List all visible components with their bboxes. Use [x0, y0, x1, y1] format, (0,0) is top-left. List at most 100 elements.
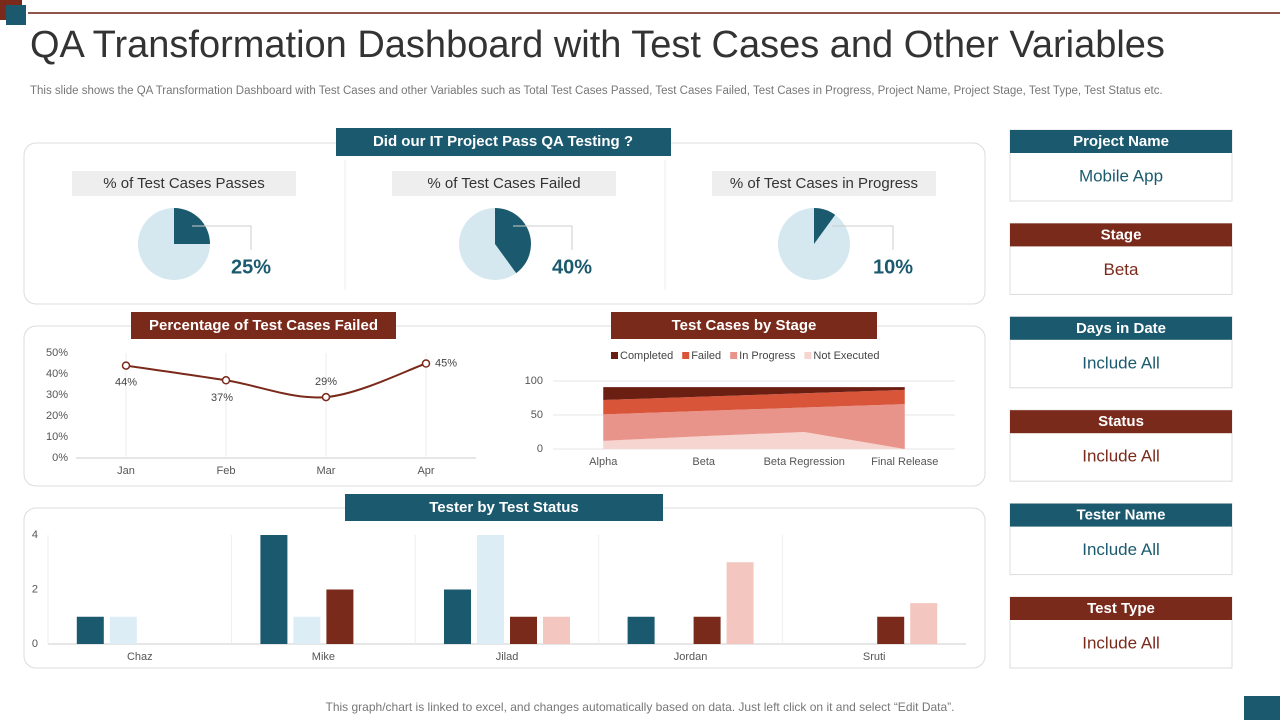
filter-value: Include All: [1082, 633, 1160, 652]
y-tick-label: 0: [32, 638, 38, 650]
filter-header: [1010, 223, 1232, 247]
pie-slice: [814, 208, 836, 244]
chart-header: [131, 312, 396, 339]
bar: [510, 616, 537, 644]
filter-header: [1010, 316, 1232, 340]
line-point: [121, 361, 131, 370]
legend-label: In Progress: [739, 350, 796, 362]
x-tick-label: Chaz: [127, 651, 153, 663]
bar: [260, 535, 288, 644]
bar: [910, 603, 938, 644]
panel-header: [336, 128, 671, 156]
bar: [477, 535, 504, 644]
bar: [726, 562, 754, 644]
corner-square: [6, 5, 26, 25]
filter-label: Stage: [1101, 226, 1142, 243]
data-label: 45%: [435, 357, 457, 369]
pie-value-label: 40%: [552, 256, 592, 278]
chart-header: [611, 312, 877, 339]
filter-header: [1010, 130, 1232, 153]
filter-label: Test Type: [1087, 600, 1155, 617]
y-tick-label: 50%: [46, 347, 68, 359]
chart-title: Test Cases by Stage: [672, 317, 817, 334]
callout-line: [192, 225, 252, 250]
filter-value: Beta: [1104, 260, 1140, 279]
legend-label: Not Executed: [813, 350, 879, 362]
chart-title: Tester by Test Status: [429, 499, 579, 516]
filter-header: [1010, 503, 1232, 527]
panel-title: Did our IT Project Pass QA Testing ?: [373, 133, 633, 150]
callout-line: [832, 225, 894, 250]
bar: [293, 616, 321, 644]
x-tick-label: Beta Regression: [764, 456, 845, 468]
y-tick-label: 20%: [46, 410, 68, 422]
filter-value: Include All: [1082, 540, 1160, 559]
callout-line: [513, 225, 573, 250]
data-label: 37%: [211, 392, 233, 404]
legend-swatch: [730, 352, 738, 359]
pie-slice: [495, 208, 531, 274]
x-tick-label: Beta: [692, 456, 716, 468]
bar: [693, 616, 721, 644]
legend-swatch: [804, 352, 812, 359]
legend-label: Completed: [620, 350, 673, 362]
y-tick-label: 10%: [46, 431, 68, 443]
line-point: [221, 376, 231, 385]
legend-swatch: [611, 352, 618, 359]
filter-value: Include All: [1082, 447, 1160, 466]
pie-title: % of Test Cases in Progress: [730, 175, 918, 192]
x-tick-label: Mike: [312, 651, 335, 663]
y-tick-label: 0: [537, 443, 543, 455]
x-tick-label: Apr: [417, 465, 434, 477]
y-tick-label: 30%: [46, 389, 68, 401]
line-series: [125, 362, 427, 399]
data-label: 44%: [115, 377, 137, 389]
x-tick-label: Jordan: [674, 651, 708, 663]
filter-label: Days in Date: [1076, 320, 1166, 337]
filter-label: Status: [1098, 413, 1144, 430]
line-point: [321, 392, 331, 402]
legend-label: Failed: [691, 350, 721, 362]
bar: [877, 616, 905, 644]
y-tick-label: 50: [531, 409, 543, 421]
area-series: [603, 387, 905, 401]
pie-value-label: 25%: [231, 256, 271, 278]
y-tick-label: 40%: [46, 368, 68, 380]
x-tick-label: Mar: [317, 465, 336, 477]
data-label: 29%: [315, 376, 337, 388]
footer-note: This graph/chart is linked to excel, and…: [326, 700, 955, 714]
chart-header: [345, 494, 663, 521]
pie-value-label: 10%: [873, 256, 913, 278]
pie-title-box: [712, 171, 936, 196]
x-tick-label: Final Release: [871, 456, 938, 468]
bar: [543, 616, 570, 644]
bar: [444, 589, 471, 644]
x-tick-label: Sruti: [863, 651, 886, 663]
x-tick-label: Jilad: [496, 651, 519, 663]
line-point: [421, 359, 431, 368]
filter-header: [1010, 597, 1232, 620]
legend-swatch: [682, 352, 690, 359]
y-tick-label: 4: [32, 529, 38, 541]
bar: [109, 616, 137, 644]
page-subtitle: This slide shows the QA Transformation D…: [30, 85, 1163, 97]
area-series: [603, 389, 905, 415]
bar: [326, 589, 354, 644]
x-tick-label: Jan: [117, 465, 135, 477]
chart-title: Percentage of Test Cases Failed: [149, 317, 378, 334]
y-tick-label: 100: [525, 375, 543, 387]
filter-label: Project Name: [1073, 133, 1169, 150]
filter-header: [1010, 410, 1232, 434]
area-series: [603, 404, 905, 449]
pie-title: % of Test Cases Failed: [427, 175, 580, 192]
x-tick-label: Alpha: [589, 456, 618, 468]
corner-square: [1244, 696, 1280, 720]
bar: [76, 616, 104, 644]
x-tick-label: Feb: [217, 465, 236, 477]
pie-title: % of Test Cases Passes: [103, 175, 264, 192]
page-title: QA Transformation Dashboard with Test Ca…: [30, 24, 1165, 66]
pie-title-box: [72, 171, 296, 196]
bar: [627, 616, 655, 644]
filter-label: Tester Name: [1077, 507, 1166, 524]
